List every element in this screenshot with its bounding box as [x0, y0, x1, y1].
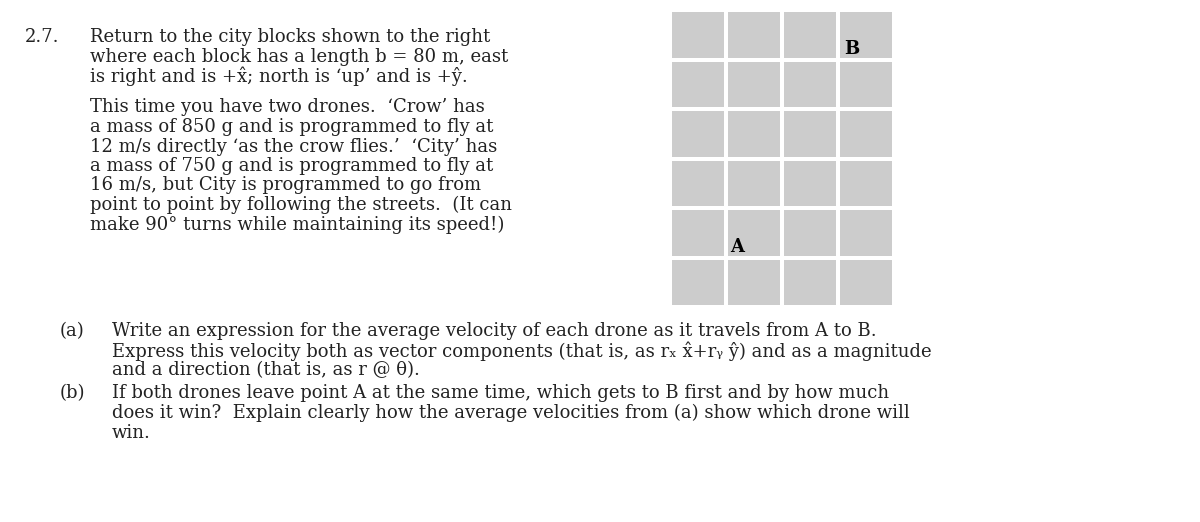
Text: win.: win.: [112, 423, 151, 442]
Bar: [784, 160, 836, 206]
Bar: [728, 111, 780, 157]
Bar: [672, 111, 724, 157]
Bar: [840, 210, 892, 255]
Bar: [784, 259, 836, 305]
Text: does it win?  Explain clearly how the average velocities from (a) show which dro: does it win? Explain clearly how the ave…: [112, 404, 910, 422]
Text: 2.7.: 2.7.: [25, 28, 60, 46]
Bar: [840, 259, 892, 305]
Bar: [840, 160, 892, 206]
Bar: [672, 210, 724, 255]
Text: Write an expression for the average velocity of each drone as it travels from A : Write an expression for the average velo…: [112, 322, 877, 340]
Text: a mass of 850 g and is programmed to fly at: a mass of 850 g and is programmed to fly…: [90, 118, 493, 136]
Text: a mass of 750 g and is programmed to fly at: a mass of 750 g and is programmed to fly…: [90, 157, 493, 175]
Bar: [784, 111, 836, 157]
Text: 16 m/s, but City is programmed to go from: 16 m/s, but City is programmed to go fro…: [90, 176, 481, 195]
Bar: [672, 62, 724, 107]
Text: is right and is +x̂; north is ‘up’ and is +ŷ.: is right and is +x̂; north is ‘up’ and i…: [90, 67, 468, 87]
Text: (a): (a): [60, 322, 85, 340]
Text: 12 m/s directly ‘as the crow flies.’  ‘City’ has: 12 m/s directly ‘as the crow flies.’ ‘Ci…: [90, 137, 497, 156]
Text: If both drones leave point A at the same time, which gets to B first and by how : If both drones leave point A at the same…: [112, 385, 889, 402]
Bar: [840, 12, 892, 57]
Text: (b): (b): [60, 385, 85, 402]
Bar: [784, 62, 836, 107]
Text: Express this velocity both as vector components (that is, as rₓ x̂+rᵧ ŷ) and as : Express this velocity both as vector com…: [112, 341, 931, 361]
Bar: [784, 12, 836, 57]
Bar: [672, 12, 724, 57]
Bar: [840, 111, 892, 157]
Bar: [672, 259, 724, 305]
Text: where each block has a length b = 80 m, east: where each block has a length b = 80 m, …: [90, 48, 509, 65]
Bar: [728, 62, 780, 107]
Text: A: A: [730, 239, 744, 256]
Bar: [728, 210, 780, 255]
Bar: [672, 160, 724, 206]
Bar: [728, 259, 780, 305]
Text: and a direction (that is, as r @ θ).: and a direction (that is, as r @ θ).: [112, 361, 420, 379]
Text: This time you have two drones.  ‘Crow’ has: This time you have two drones. ‘Crow’ ha…: [90, 99, 485, 116]
Text: make 90° turns while maintaining its speed!): make 90° turns while maintaining its spe…: [90, 216, 504, 234]
Bar: [784, 210, 836, 255]
Bar: [728, 160, 780, 206]
Bar: [840, 62, 892, 107]
Bar: [728, 12, 780, 57]
Text: point to point by following the streets.  (It can: point to point by following the streets.…: [90, 196, 512, 214]
Text: Return to the city blocks shown to the right: Return to the city blocks shown to the r…: [90, 28, 491, 46]
Text: B: B: [844, 41, 859, 58]
